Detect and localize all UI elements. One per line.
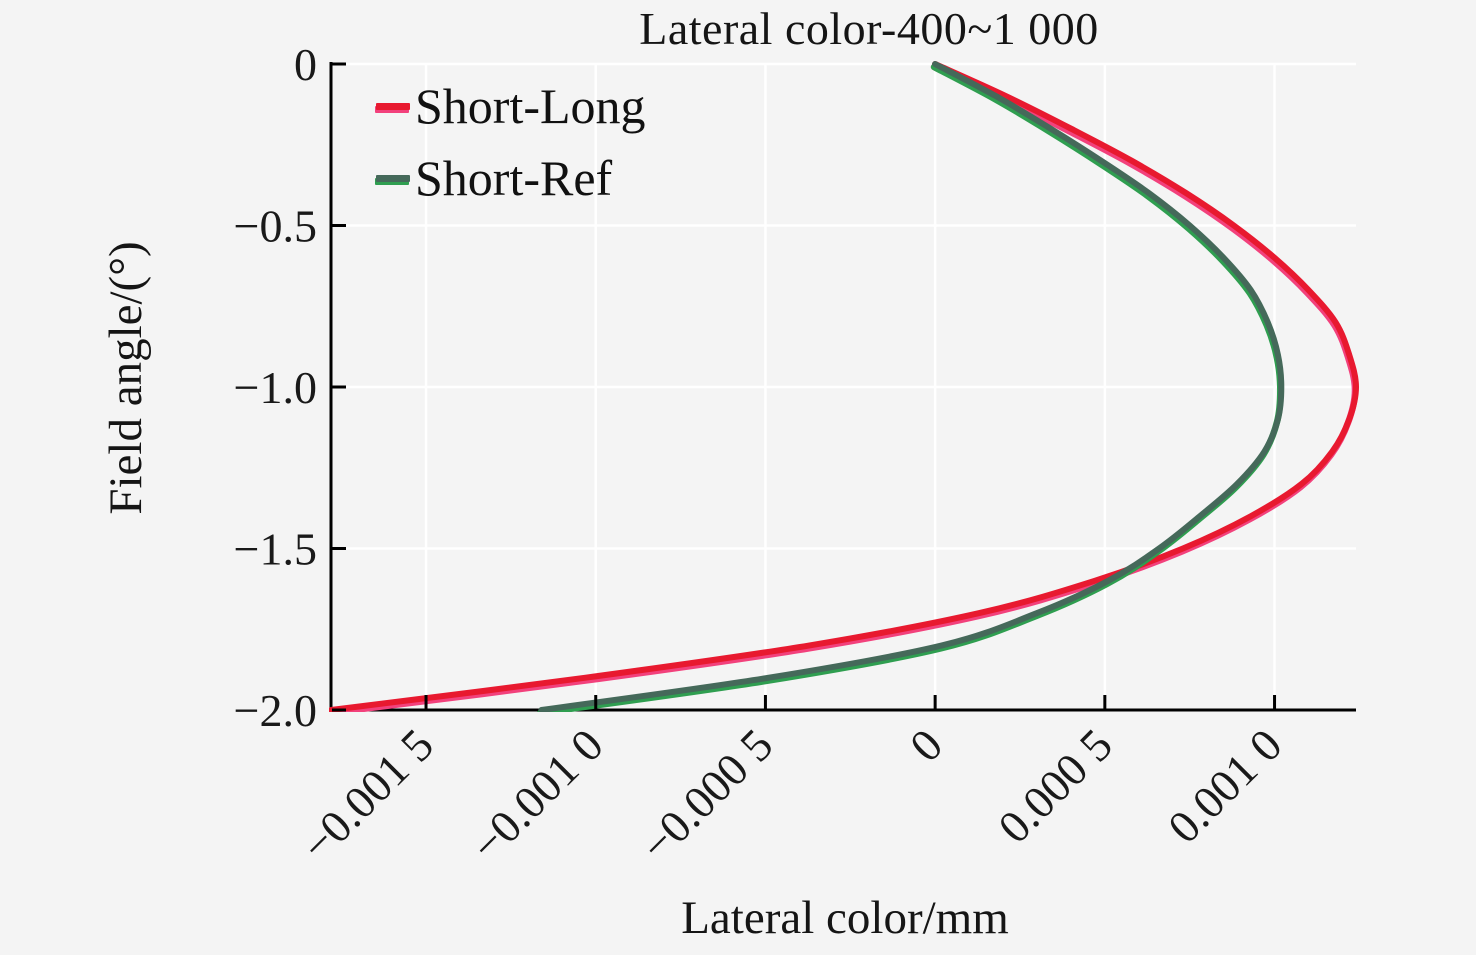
legend-label-short-ref: Short-Ref: [415, 150, 613, 206]
x-tick-label: −0.001 5: [291, 719, 443, 871]
legend: Short-Long Short-Ref: [376, 76, 646, 208]
legend-label-short-long: Short-Long: [415, 78, 646, 134]
series-short-ref-halo-line: [537, 63, 1284, 712]
y-tick-label: 0: [294, 39, 317, 90]
legend-item-short-long: Short-Long: [376, 76, 646, 136]
x-tick-label: 0: [900, 719, 952, 771]
y-axis-title: Field angle/(°): [100, 241, 152, 515]
y-tick-label: −1.5: [234, 524, 317, 575]
y-tick-label: −1.0: [234, 362, 317, 413]
y-tick-label: −2.0: [234, 685, 317, 736]
axis-ticks: [332, 62, 1277, 712]
x-tick-label: −0.000 5: [631, 719, 783, 871]
series-lines: [329, 61, 1360, 712]
chart-title: Lateral color-400~1 000: [639, 3, 1099, 54]
axes: [329, 62, 1356, 712]
x-tick-label: −0.001 0: [461, 719, 613, 871]
series-short-long-line: [329, 61, 1360, 712]
series-short-ref-line: [538, 61, 1285, 712]
legend-item-short-ref: Short-Ref: [376, 148, 646, 208]
x-tick-label: 0.000 5: [988, 719, 1122, 853]
legend-marker-short-long-icon: [376, 102, 410, 110]
x-axis-title: Lateral color/mm: [681, 892, 1009, 944]
x-tick-label: 0.001 0: [1158, 719, 1292, 853]
legend-marker-short-ref-icon: [376, 174, 410, 182]
y-tick-label: −0.5: [234, 201, 317, 252]
